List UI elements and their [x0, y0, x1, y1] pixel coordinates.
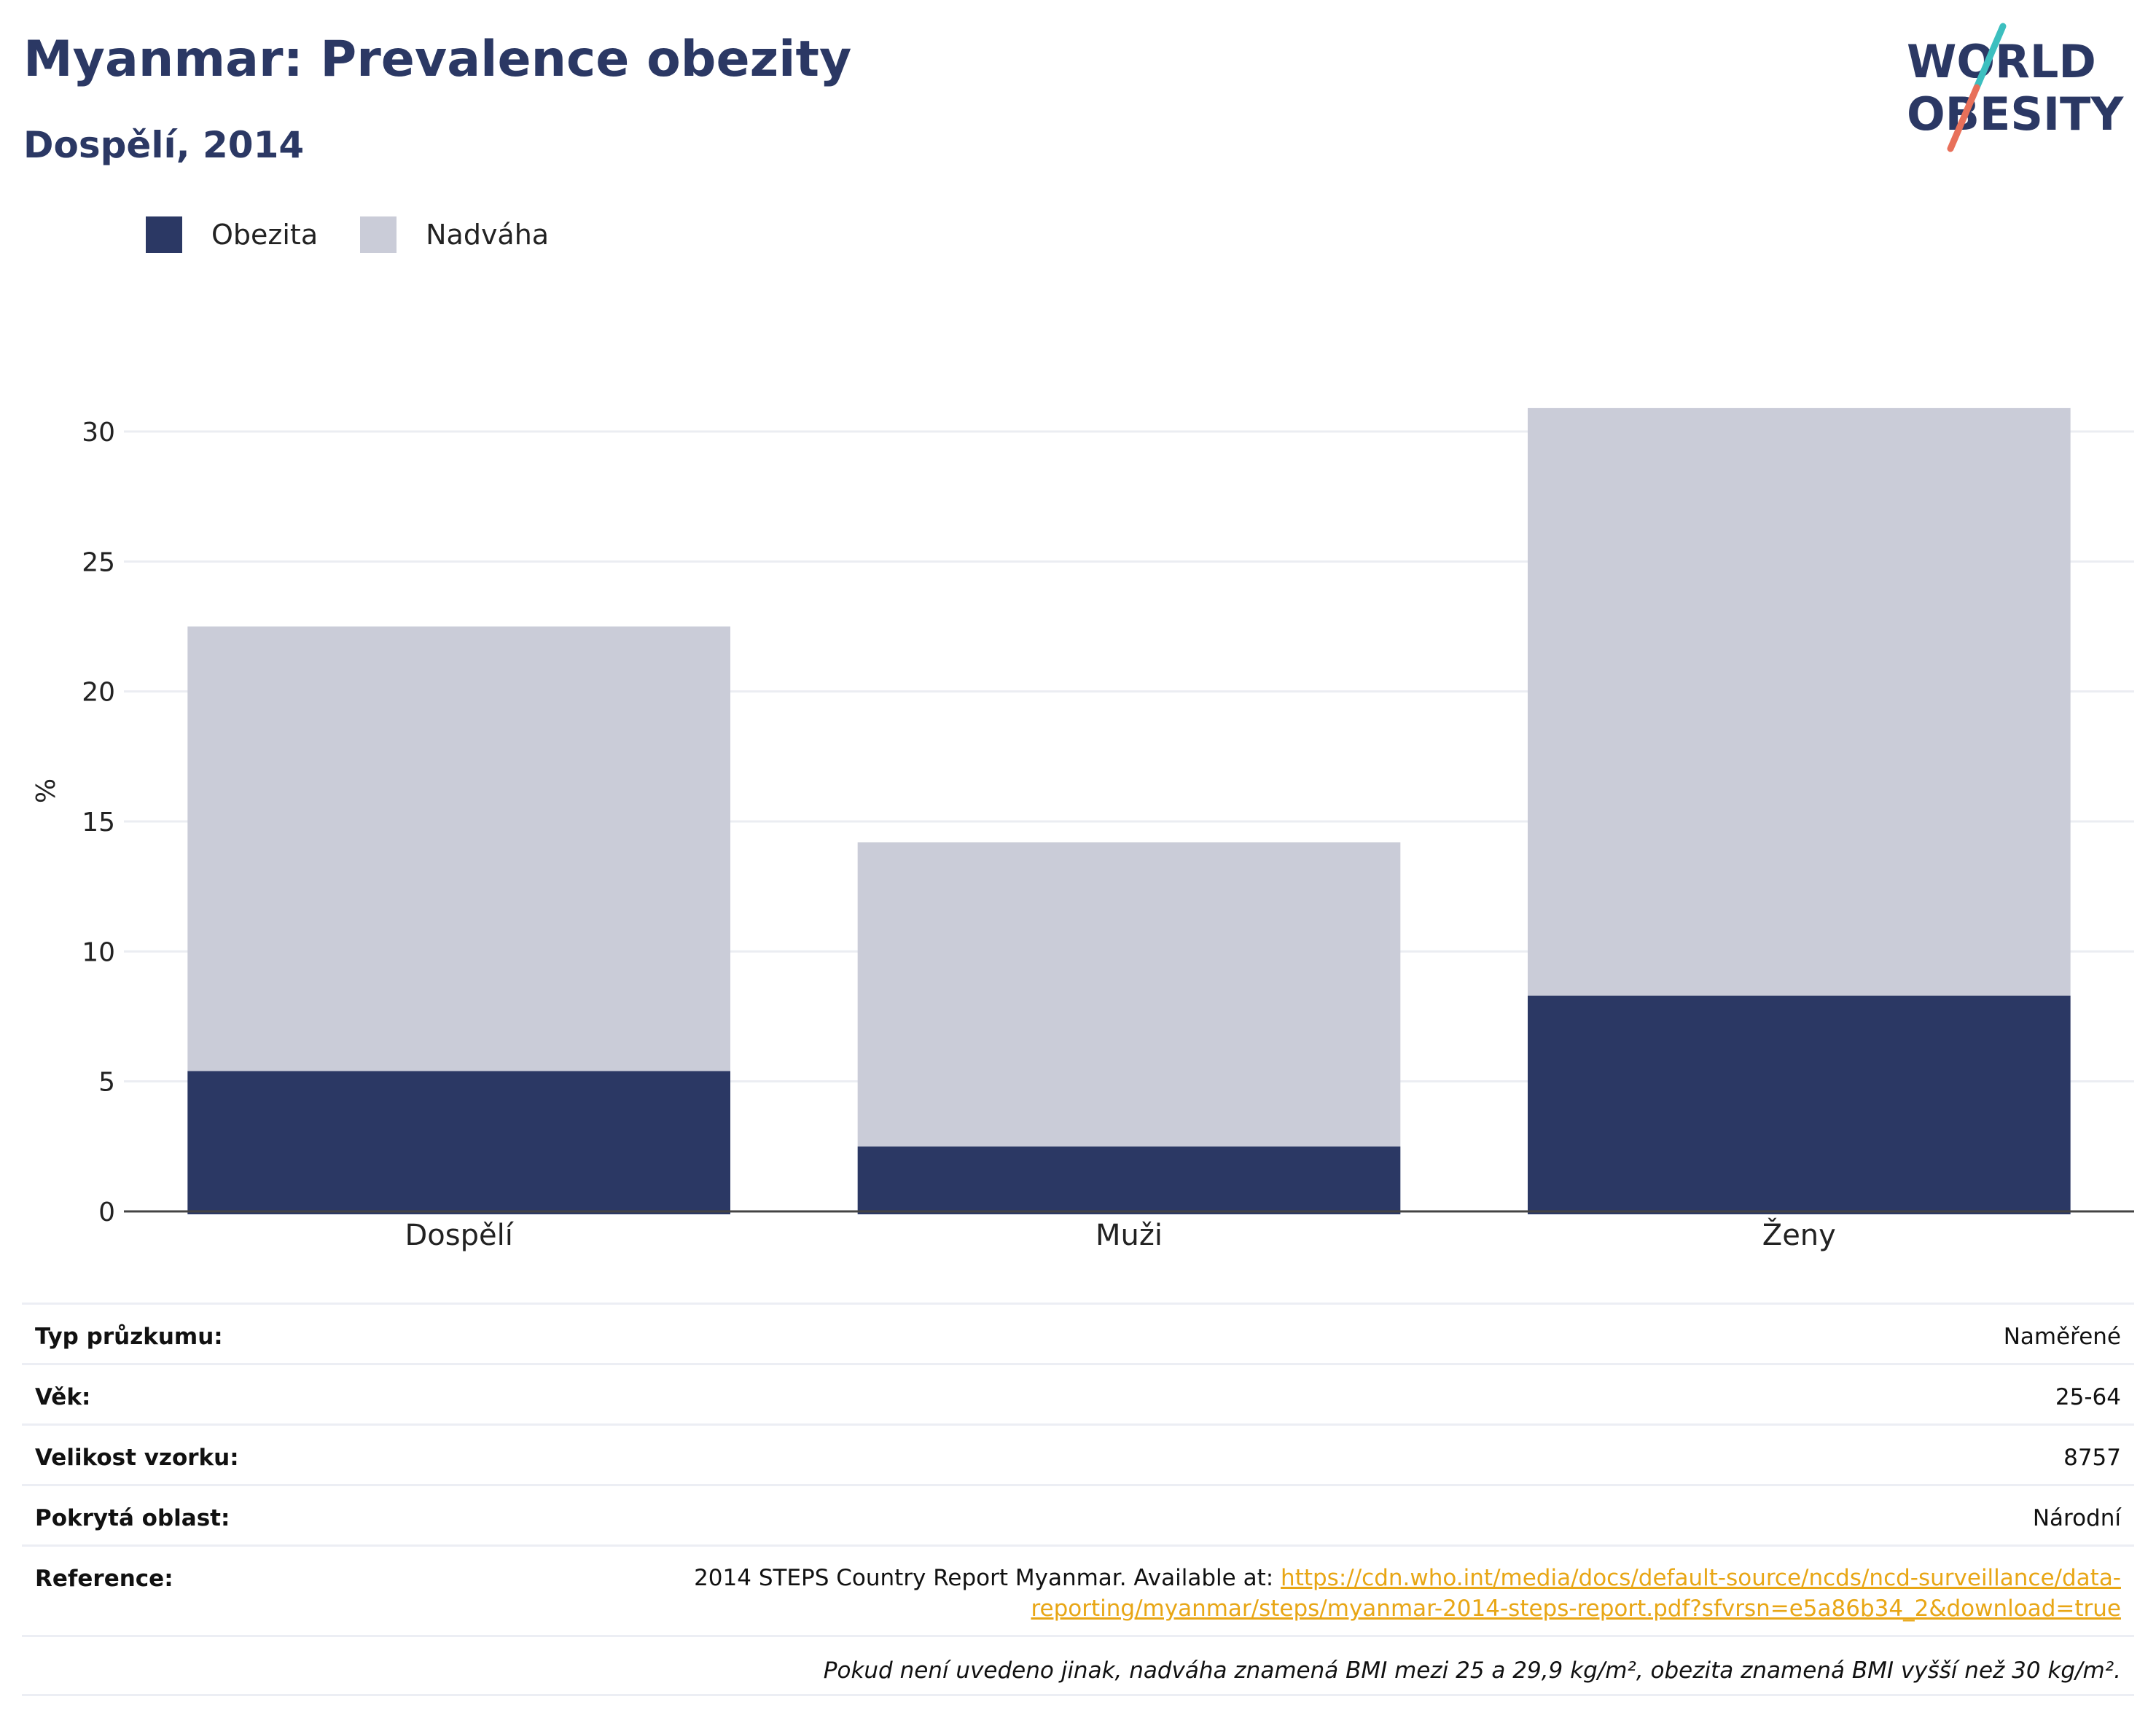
- info-row-reference: Reference: 2014 STEPS Country Report Mya…: [22, 1544, 2134, 1635]
- info-label: Typ průzkumu:: [35, 1324, 223, 1350]
- y-tick-label: 15: [82, 808, 115, 837]
- world-obesity-logo: WORLD OBESITY: [1907, 23, 2124, 152]
- info-value: 8757: [2063, 1445, 2121, 1471]
- logo-line-1: WORLD: [1907, 35, 2096, 88]
- logo-slash-teal: [1973, 23, 2007, 91]
- info-value: Naměřené: [2003, 1324, 2121, 1350]
- bar-obesity: [857, 1146, 1401, 1214]
- legend-label-obesity: Obezita: [211, 219, 319, 251]
- y-axis-label: %: [31, 778, 61, 803]
- reference-label: Reference:: [35, 1566, 173, 1592]
- reference-value: 2014 STEPS Country Report Myanmar. Avail…: [663, 1547, 2121, 1624]
- y-tick-label: 25: [82, 547, 115, 577]
- logo-slash-coral: [1947, 84, 1980, 152]
- chart-legend: Obezita Nadváha: [146, 216, 591, 254]
- y-tick-label: 20: [82, 678, 115, 708]
- info-row-age: Věk: 25-64: [22, 1363, 2134, 1423]
- logo-line-2: OBESITY: [1907, 87, 2124, 141]
- info-table: Typ průzkumu: Naměřené Věk: 25-64 Veliko…: [22, 1303, 2134, 1696]
- info-label: Velikost vzorku:: [35, 1445, 239, 1471]
- page-subtitle: Dospělí, 2014: [23, 124, 305, 166]
- bar-obesity: [187, 1071, 730, 1214]
- legend-item-overweight[interactable]: Nadváha: [360, 216, 549, 253]
- info-value: Národní: [2032, 1505, 2121, 1531]
- definition-note: Pokud není uvedeno jinak, nadváha znamen…: [823, 1657, 2121, 1684]
- reference-link[interactable]: https://cdn.who.int/media/docs/default-s…: [1031, 1565, 2121, 1622]
- y-tick-label: 30: [82, 418, 115, 448]
- info-label: Věk:: [35, 1384, 91, 1410]
- y-tick-label: 10: [82, 937, 115, 967]
- x-tick-label: Ženy: [1762, 1217, 1836, 1252]
- x-tick-label: Dospělí: [405, 1219, 514, 1252]
- legend-label-overweight: Nadváha: [426, 219, 550, 251]
- legend-swatch-overweight: [360, 216, 397, 253]
- legend-item-obesity[interactable]: Obezita: [146, 216, 318, 253]
- page-title: Myanmar: Prevalence obezity: [23, 31, 852, 88]
- legend-swatch-obesity: [146, 216, 182, 253]
- bar-overweight: [857, 842, 1401, 1147]
- bar-chart: 0 5 10 15 20 25 30% Dospělí Muži Ženy: [31, 407, 2134, 1252]
- bar-overweight: [187, 626, 730, 1071]
- bar-overweight: [1528, 407, 2071, 996]
- reference-text: 2014 STEPS Country Report Myanmar. Avail…: [694, 1565, 1281, 1591]
- x-tick-label: Muži: [1095, 1219, 1163, 1252]
- y-tick-label: 0: [98, 1198, 115, 1227]
- info-row-coverage: Pokrytá oblast: Národní: [22, 1484, 2134, 1544]
- info-row-note: Pokud není uvedeno jinak, nadváha znamen…: [22, 1635, 2134, 1696]
- info-row-survey-type: Typ průzkumu: Naměřené: [22, 1303, 2134, 1363]
- info-label: Pokrytá oblast:: [35, 1505, 230, 1531]
- info-row-sample-size: Velikost vzorku: 8757: [22, 1423, 2134, 1484]
- y-tick-label: 5: [98, 1068, 115, 1098]
- info-value: 25-64: [2055, 1384, 2121, 1410]
- bar-obesity: [1528, 995, 2071, 1214]
